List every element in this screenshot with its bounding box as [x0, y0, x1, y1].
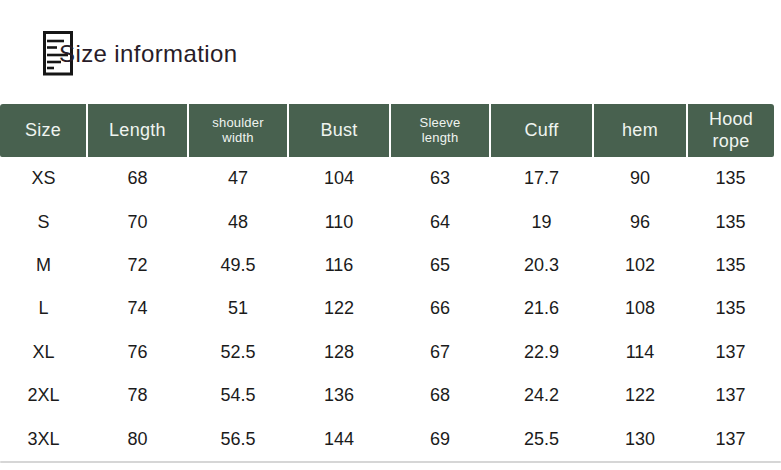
size-label-cell: XL: [0, 331, 87, 374]
measurement-cell: 66: [390, 287, 490, 330]
measurement-cell: 69: [390, 417, 490, 460]
size-label-cell: 3XL: [0, 417, 87, 460]
measurement-cell: 122: [288, 287, 390, 330]
measurement-cell: 74: [87, 287, 188, 330]
measurement-cell: 135: [687, 287, 774, 330]
measurement-cell: 130: [593, 417, 687, 460]
measurement-cell: 68: [87, 157, 188, 200]
measurement-cell: 52.5: [188, 331, 288, 374]
measurement-cell: 137: [687, 417, 774, 460]
column-header-hem: hem: [593, 104, 687, 157]
measurement-cell: 114: [593, 331, 687, 374]
measurement-cell: 135: [687, 244, 774, 287]
measurement-cell: 65: [390, 244, 490, 287]
size-label-cell: S: [0, 200, 87, 243]
measurement-cell: 64: [390, 200, 490, 243]
column-header-label: Sleeve length: [420, 115, 461, 145]
measurement-cell: 24.2: [490, 374, 593, 417]
measurement-cell: 51: [188, 287, 288, 330]
measurement-cell: 54.5: [188, 374, 288, 417]
table-header-row: Size Length shoulder width Bust Sleeve l…: [0, 104, 774, 157]
size-label-cell: L: [0, 287, 87, 330]
measurement-cell: 96: [593, 200, 687, 243]
measurement-cell: 56.5: [188, 417, 288, 460]
measurement-cell: 68: [390, 374, 490, 417]
measurement-cell: 20.3: [490, 244, 593, 287]
measurement-cell: 48: [188, 200, 288, 243]
measurement-cell: 102: [593, 244, 687, 287]
column-header-label: Length: [109, 120, 166, 140]
table-row: XS68471046317.790135: [0, 157, 774, 200]
measurement-cell: 63: [390, 157, 490, 200]
section-header: Size information: [43, 31, 237, 76]
column-header-label: hem: [622, 120, 658, 140]
size-information-section: Size information Size Length shoulder wi…: [0, 0, 781, 470]
column-header-label: Cuff: [525, 120, 559, 140]
table-row: XL7652.51286722.9114137: [0, 331, 774, 374]
table-row: S7048110641996135: [0, 200, 774, 243]
column-header-label: Hood rope: [709, 109, 753, 151]
measurement-cell: 80: [87, 417, 188, 460]
table-row: M7249.51166520.3102135: [0, 244, 774, 287]
column-header-cuff: Cuff: [490, 104, 593, 157]
size-label-cell: 2XL: [0, 374, 87, 417]
measurement-cell: 137: [687, 374, 774, 417]
table-row: 3XL8056.51446925.5130137: [0, 417, 774, 460]
size-table-body: XS68471046317.790135S7048110641996135M72…: [0, 157, 774, 461]
measurement-cell: 110: [288, 200, 390, 243]
column-header-shoulder-width: shoulder width: [188, 104, 288, 157]
column-header-bust: Bust: [288, 104, 390, 157]
bottom-divider: [0, 461, 781, 463]
measurement-cell: 135: [687, 200, 774, 243]
size-table: Size Length shoulder width Bust Sleeve l…: [0, 104, 774, 461]
column-header-hood-rope: Hood rope: [687, 104, 774, 157]
measurement-cell: 137: [687, 331, 774, 374]
column-header-sleeve-length: Sleeve length: [390, 104, 490, 157]
section-title: Size information: [59, 40, 237, 68]
measurement-cell: 22.9: [490, 331, 593, 374]
column-header-label: Size: [25, 120, 61, 140]
measurement-cell: 108: [593, 287, 687, 330]
measurement-cell: 78: [87, 374, 188, 417]
measurement-cell: 49.5: [188, 244, 288, 287]
measurement-cell: 70: [87, 200, 188, 243]
measurement-cell: 76: [87, 331, 188, 374]
measurement-cell: 47: [188, 157, 288, 200]
measurement-cell: 90: [593, 157, 687, 200]
column-header-label: shoulder width: [212, 115, 263, 145]
table-row: 2XL7854.51366824.2122137: [0, 374, 774, 417]
measurement-cell: 21.6: [490, 287, 593, 330]
column-header-length: Length: [87, 104, 188, 157]
size-label-cell: M: [0, 244, 87, 287]
measurement-cell: 116: [288, 244, 390, 287]
measurement-cell: 19: [490, 200, 593, 243]
measurement-cell: 72: [87, 244, 188, 287]
measurement-cell: 67: [390, 331, 490, 374]
column-header-size: Size: [0, 104, 87, 157]
measurement-cell: 128: [288, 331, 390, 374]
measurement-cell: 135: [687, 157, 774, 200]
measurement-cell: 136: [288, 374, 390, 417]
measurement-cell: 25.5: [490, 417, 593, 460]
measurement-cell: 144: [288, 417, 390, 460]
size-label-cell: XS: [0, 157, 87, 200]
measurement-cell: 17.7: [490, 157, 593, 200]
measurement-cell: 104: [288, 157, 390, 200]
table-row: L74511226621.6108135: [0, 287, 774, 330]
measurement-cell: 122: [593, 374, 687, 417]
column-header-label: Bust: [320, 120, 357, 140]
